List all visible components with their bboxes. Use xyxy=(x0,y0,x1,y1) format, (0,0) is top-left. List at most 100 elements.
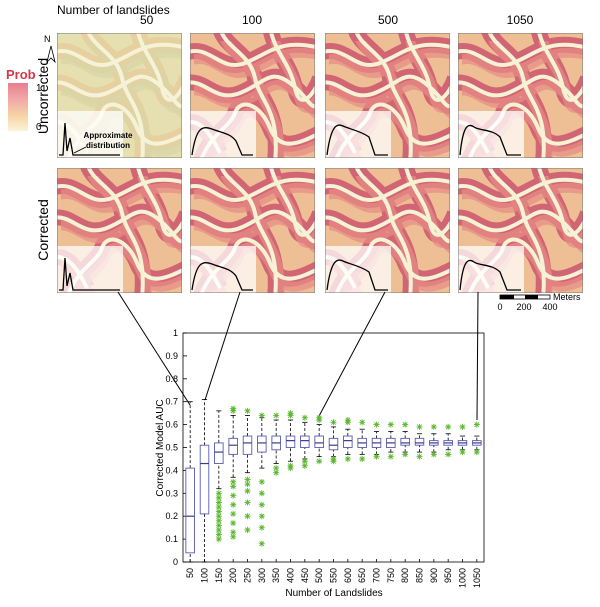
y-tick-label: 0.8 xyxy=(165,374,178,384)
row-label: Uncorrected xyxy=(35,58,51,134)
outlier xyxy=(359,455,366,462)
distribution-inset xyxy=(57,246,123,293)
y-tick-label: 0.3 xyxy=(165,488,178,498)
map-panel xyxy=(190,33,315,158)
distribution-curve xyxy=(459,124,521,156)
outlier xyxy=(258,501,265,508)
outlier xyxy=(215,508,222,515)
outlier xyxy=(301,458,308,465)
y-tick-label: 0 xyxy=(173,557,178,567)
distribution-curve xyxy=(191,126,253,156)
connector xyxy=(317,291,386,419)
box xyxy=(214,442,224,464)
x-tick-label: 250 xyxy=(243,568,253,583)
x-tick-label: 350 xyxy=(271,568,281,583)
y-tick-label: 0.5 xyxy=(165,443,178,453)
outlier xyxy=(316,458,323,465)
x-tick-label: 650 xyxy=(357,568,367,583)
y-tick-label: 0.1 xyxy=(165,534,178,544)
y-tick-label: 0.4 xyxy=(165,465,178,475)
x-tick-label: 1050 xyxy=(472,568,482,588)
column-label: 100 xyxy=(242,13,262,27)
outlier xyxy=(258,524,265,531)
connector xyxy=(476,291,479,421)
outlier xyxy=(344,417,351,424)
outlier xyxy=(473,421,480,428)
outlier xyxy=(244,488,251,495)
column-label: 500 xyxy=(378,13,398,27)
outlier xyxy=(373,453,380,460)
map-panel xyxy=(190,168,315,293)
scale-bar xyxy=(525,295,538,299)
y-tick-label: 0.9 xyxy=(165,351,178,361)
distribution-inset xyxy=(57,111,123,158)
outlier xyxy=(215,504,222,511)
map-panel xyxy=(325,168,450,293)
y-tick-label: 0.2 xyxy=(165,511,178,521)
outlier xyxy=(301,462,308,469)
distribution-curve xyxy=(326,259,388,291)
outlier xyxy=(287,462,294,469)
outlier xyxy=(215,494,222,501)
north-label: N xyxy=(44,34,51,44)
outlier xyxy=(215,526,222,533)
box xyxy=(257,435,267,453)
legend-low: 0 xyxy=(36,122,42,133)
north-arrow xyxy=(46,45,56,64)
outlier xyxy=(387,453,394,460)
box xyxy=(414,437,425,446)
outlier xyxy=(445,451,452,458)
outlier xyxy=(402,451,409,458)
box xyxy=(300,435,310,448)
outlier xyxy=(359,419,366,426)
x-tick-label: 1000 xyxy=(458,568,468,588)
distribution-inset xyxy=(458,246,524,293)
outlier xyxy=(459,449,466,456)
outlier xyxy=(330,455,337,462)
outlier xyxy=(273,465,280,472)
box xyxy=(314,435,324,448)
column-label: 50 xyxy=(140,13,154,27)
column-label: 1050 xyxy=(507,13,534,27)
outlier xyxy=(373,421,380,428)
outlier xyxy=(258,490,265,497)
map-panel xyxy=(458,33,583,158)
outlier xyxy=(316,414,323,421)
outlier xyxy=(301,414,308,421)
outlier xyxy=(244,407,251,414)
y-axis-label: Corrected Model AUC xyxy=(155,399,166,496)
outlier xyxy=(230,529,237,536)
x-tick-label: 400 xyxy=(286,568,296,583)
x-tick-label: 700 xyxy=(372,568,382,583)
outlier xyxy=(244,499,251,506)
outlier xyxy=(459,423,466,430)
outlier xyxy=(230,520,237,527)
distribution-curve xyxy=(191,261,253,291)
outlier xyxy=(244,526,251,533)
outlier xyxy=(215,499,222,506)
legend-high: 1 xyxy=(36,83,42,94)
connectors xyxy=(117,291,479,421)
outlier xyxy=(215,522,222,529)
outlier xyxy=(230,483,237,490)
map-panels xyxy=(57,33,583,293)
x-axis-label: Number of Landslides xyxy=(285,588,382,599)
x-tick-label: 550 xyxy=(329,568,339,583)
scale-bar xyxy=(500,295,514,299)
scale-label: 200 xyxy=(516,302,531,312)
outlier xyxy=(230,501,237,508)
box xyxy=(285,435,296,448)
outlier xyxy=(258,478,265,485)
box xyxy=(242,435,253,455)
box xyxy=(400,437,410,446)
row-label: Corrected xyxy=(35,199,51,260)
x-tick-label: 50 xyxy=(185,568,195,578)
distribution-inset xyxy=(190,246,256,293)
outlier xyxy=(416,453,423,460)
distribution-inset xyxy=(325,111,391,158)
outlier xyxy=(230,533,237,540)
distribution-curve xyxy=(59,257,120,291)
x-tick-label: 100 xyxy=(200,568,210,583)
x-tick-label: 600 xyxy=(343,568,353,583)
